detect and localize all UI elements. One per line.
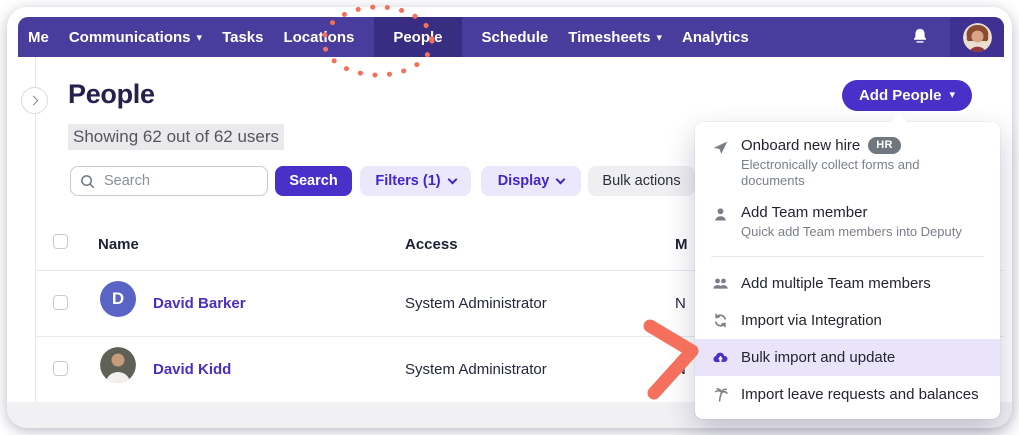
- menu-item-label: Bulk import and update: [741, 349, 896, 366]
- notifications-bell-icon[interactable]: [909, 26, 931, 48]
- people-icon: [711, 275, 729, 293]
- nav-item-tasks[interactable]: Tasks: [222, 28, 264, 46]
- search-button[interactable]: Search: [275, 166, 352, 196]
- menu-item-subtitle: Quick add Team members into Deputy: [741, 224, 962, 239]
- chevron-down-icon: [555, 174, 566, 184]
- access-value: System Administrator: [405, 295, 547, 312]
- cloud-upload-icon: [711, 349, 729, 367]
- row-checkbox[interactable]: [53, 295, 68, 310]
- menu-item-onboard-new-hire[interactable]: Onboard new hire HR Electronically colle…: [695, 130, 1000, 197]
- menu-item-add-multiple-team-members[interactable]: Add multiple Team members: [695, 265, 1000, 302]
- chevron-right-icon: [28, 95, 39, 106]
- filters-label: Filters (1): [375, 173, 441, 189]
- expand-sidebar-button[interactable]: [21, 87, 48, 114]
- access-value: System Administrator: [405, 361, 547, 378]
- menu-item-label: Import leave requests and balances: [741, 386, 979, 403]
- row-checkbox[interactable]: [53, 361, 68, 376]
- column-header-access[interactable]: Access: [405, 236, 458, 253]
- menu-item-add-team-member[interactable]: Add Team member Quick add Team members i…: [695, 197, 1000, 248]
- menu-divider: [711, 256, 984, 257]
- bulk-actions-button[interactable]: Bulk actions: [588, 166, 695, 196]
- menu-item-label: Onboard new hire: [741, 137, 861, 154]
- nav-item-people[interactable]: People: [374, 17, 462, 57]
- chevron-down-icon: [447, 174, 458, 184]
- send-icon: [711, 138, 729, 156]
- nav-item-analytics[interactable]: Analytics: [682, 28, 749, 46]
- search-input-wrapper: [70, 166, 268, 196]
- nav-right: [909, 17, 1004, 57]
- column-header-name[interactable]: Name: [98, 236, 139, 253]
- menu-item-title: Onboard new hire HR: [741, 136, 984, 155]
- menu-item-title: Add multiple Team members: [741, 274, 984, 293]
- menu-item-bulk-import-and-update[interactable]: Bulk import and update: [695, 339, 1000, 376]
- user-menu[interactable]: [950, 17, 1004, 57]
- nav-items: Me Communications ▾ Tasks Locations Peop…: [18, 17, 749, 57]
- select-all-checkbox[interactable]: [53, 234, 68, 249]
- palm-tree-icon: [711, 386, 729, 404]
- add-people-button[interactable]: Add People ▾: [842, 80, 972, 111]
- nav-item-label: Communications: [68, 28, 191, 46]
- menu-item-label: Import via Integration: [741, 312, 882, 329]
- menu-item-label: Add Team member: [741, 204, 868, 221]
- add-people-label: Add People: [858, 87, 942, 104]
- menu-item-title: Add Team member: [741, 203, 984, 222]
- avatar: [100, 347, 136, 383]
- user-name-link[interactable]: David Barker: [153, 295, 246, 312]
- top-nav: Me Communications ▾ Tasks Locations Peop…: [18, 17, 1004, 57]
- nav-item-me[interactable]: Me: [28, 28, 49, 46]
- person-icon: [711, 205, 729, 223]
- menu-item-title: Bulk import and update: [741, 348, 984, 367]
- column-header-partial: M: [675, 236, 688, 253]
- filters-button[interactable]: Filters (1): [360, 166, 471, 196]
- search-icon: [81, 174, 95, 188]
- display-button[interactable]: Display: [481, 166, 581, 196]
- nav-item-communications[interactable]: Communications ▾: [69, 17, 202, 57]
- chevron-down-icon: ▾: [196, 31, 203, 44]
- nav-item-timesheets[interactable]: Timesheets ▾: [568, 17, 662, 57]
- nav-item-label: Timesheets: [568, 28, 651, 46]
- chevron-down-icon: ▾: [656, 31, 662, 44]
- user-name-link[interactable]: David Kidd: [153, 361, 232, 378]
- add-people-menu: Onboard new hire HR Electronically colle…: [695, 122, 1000, 419]
- menu-item-label: Add multiple Team members: [741, 275, 931, 292]
- menu-caret: [890, 114, 908, 123]
- hr-badge: HR: [868, 137, 901, 154]
- search-input[interactable]: [102, 172, 252, 190]
- menu-item-import-via-integration[interactable]: Import via Integration: [695, 302, 1000, 339]
- menu-item-title: Import via Integration: [741, 311, 984, 330]
- nav-item-schedule[interactable]: Schedule: [481, 28, 549, 46]
- user-count-summary: Showing 62 out of 62 users: [68, 124, 285, 150]
- sync-icon: [711, 312, 729, 330]
- menu-item-title: Import leave requests and balances: [741, 385, 984, 404]
- cell-partial: N: [675, 295, 686, 312]
- sidebar-divider: [35, 57, 36, 402]
- table-divider: [36, 270, 1004, 271]
- avatar: D: [100, 281, 136, 317]
- menu-item-import-leave-requests[interactable]: Import leave requests and balances: [695, 376, 1000, 413]
- menu-item-subtitle: Electronically collect forms and documen…: [741, 157, 920, 188]
- user-avatar: [962, 22, 992, 52]
- chevron-down-icon: ▾: [949, 89, 956, 101]
- display-label: Display: [497, 173, 550, 189]
- cell-partial: N: [675, 361, 686, 378]
- table-divider: [36, 336, 1004, 337]
- nav-item-locations[interactable]: Locations: [283, 28, 355, 46]
- page-title: People: [68, 79, 155, 109]
